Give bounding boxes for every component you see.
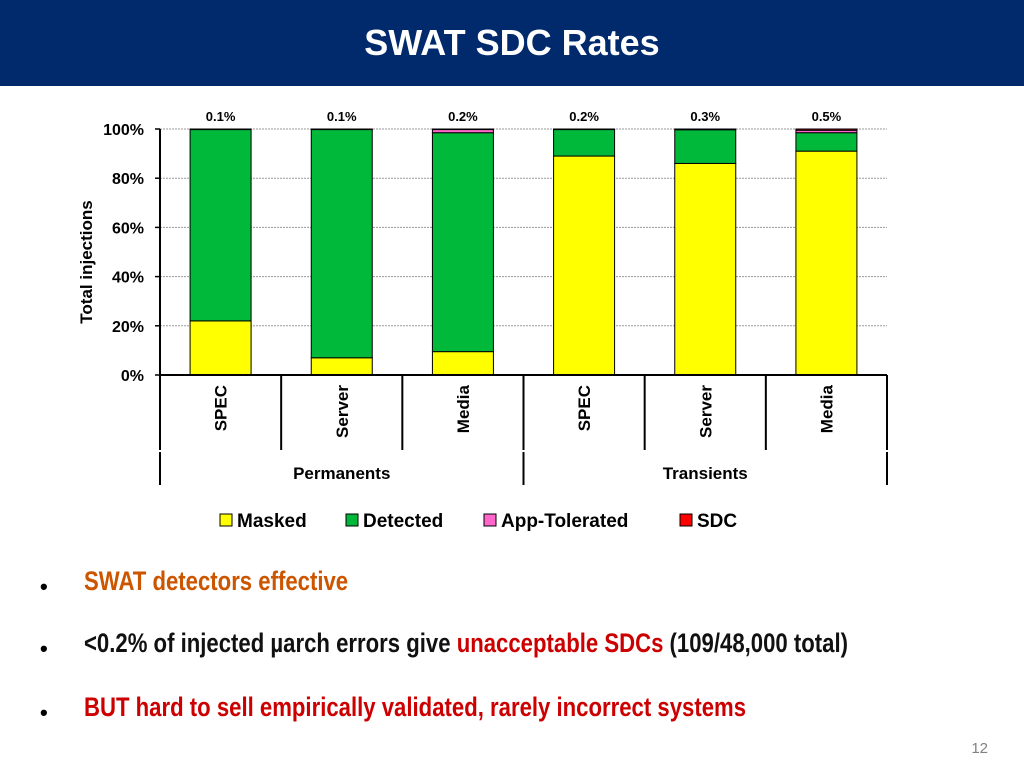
bar-segment-detected bbox=[553, 128, 616, 157]
page-number: 12 bbox=[971, 740, 988, 757]
bar-segment-masked bbox=[189, 320, 252, 376]
legend-swatch bbox=[483, 513, 497, 527]
data-label: 0.1% bbox=[327, 109, 357, 124]
slide-title: SWAT SDC Rates bbox=[364, 22, 660, 63]
legend-label: Masked bbox=[237, 511, 307, 532]
bar-segment-detected bbox=[431, 132, 494, 353]
bar-segment-detected bbox=[310, 128, 373, 359]
bar-segment-sdc bbox=[674, 128, 737, 131]
data-label: 0.1% bbox=[206, 109, 236, 124]
data-label: 0.2% bbox=[569, 109, 599, 124]
y-tick-label: 40% bbox=[112, 270, 144, 287]
bullet-marker: • bbox=[40, 574, 48, 599]
y-tick-label: 0% bbox=[121, 368, 144, 385]
bullet-2-part-2: unacceptable SDCs bbox=[456, 628, 664, 658]
category-label: Media bbox=[454, 384, 473, 433]
bar-segment-masked bbox=[553, 155, 616, 376]
legend-label: Detected bbox=[363, 511, 443, 532]
legend-label: SDC bbox=[697, 511, 737, 532]
bullet-2-part-1: <0.2% of injected µarch errors give bbox=[84, 628, 457, 658]
bullet-text-2: <0.2% of injected µarch errors give unac… bbox=[84, 628, 848, 659]
legend-label: App-Tolerated bbox=[501, 511, 628, 532]
bar-segment-sdc bbox=[310, 128, 373, 131]
bar-segment-sdc bbox=[795, 128, 858, 131]
stacked-bar-chart: 0% 20% 40% 60% 80% 100% Total injections 0.1% SP… bbox=[77, 109, 888, 532]
data-label: 0.3% bbox=[690, 109, 720, 124]
bar-segment-masked bbox=[310, 357, 373, 376]
bar-segment-sdc bbox=[431, 128, 494, 131]
bar-segment-masked bbox=[795, 150, 858, 376]
category-label: Media bbox=[817, 384, 836, 433]
legend-swatch bbox=[219, 513, 233, 527]
bullet-marker: • bbox=[40, 700, 48, 725]
y-tick-label: 100% bbox=[103, 122, 144, 139]
bar-segment-detected bbox=[795, 132, 858, 152]
y-tick-label: 20% bbox=[112, 319, 144, 336]
legend-swatch bbox=[679, 513, 693, 527]
bar-segment-sdc bbox=[189, 128, 252, 131]
bullet-marker: • bbox=[40, 636, 48, 661]
title-bar bbox=[0, 0, 1024, 86]
data-label: 0.5% bbox=[812, 109, 842, 124]
category-label: Server bbox=[696, 385, 715, 438]
bullet-text-1: SWAT detectors effective bbox=[84, 566, 348, 597]
category-label: Server bbox=[333, 385, 352, 438]
group-label: Transients bbox=[663, 464, 748, 483]
legend-swatch bbox=[345, 513, 359, 527]
bullet-3-part-1: BUT hard to sell empirically validated, … bbox=[84, 692, 747, 722]
bar-segment-sdc bbox=[553, 128, 616, 131]
bullet-2-part-3: (109/48,000 total) bbox=[663, 628, 849, 658]
data-label: 0.2% bbox=[448, 109, 478, 124]
bar-segment-detected bbox=[189, 128, 252, 322]
bar-segment-masked bbox=[431, 351, 494, 376]
bar-segment-detected bbox=[674, 129, 737, 164]
category-label: SPEC bbox=[575, 385, 594, 431]
category-label: SPEC bbox=[212, 385, 231, 431]
y-axis-title: Total injections bbox=[77, 200, 96, 323]
y-tick-label: 60% bbox=[112, 220, 144, 237]
bullet-text-3: BUT hard to sell empirically validated, … bbox=[84, 692, 746, 723]
bar-segment-masked bbox=[674, 162, 737, 376]
group-label: Permanents bbox=[293, 464, 390, 483]
bullet-1-part-1: SWAT detectors effective bbox=[84, 566, 349, 596]
y-tick-label: 80% bbox=[112, 171, 144, 188]
